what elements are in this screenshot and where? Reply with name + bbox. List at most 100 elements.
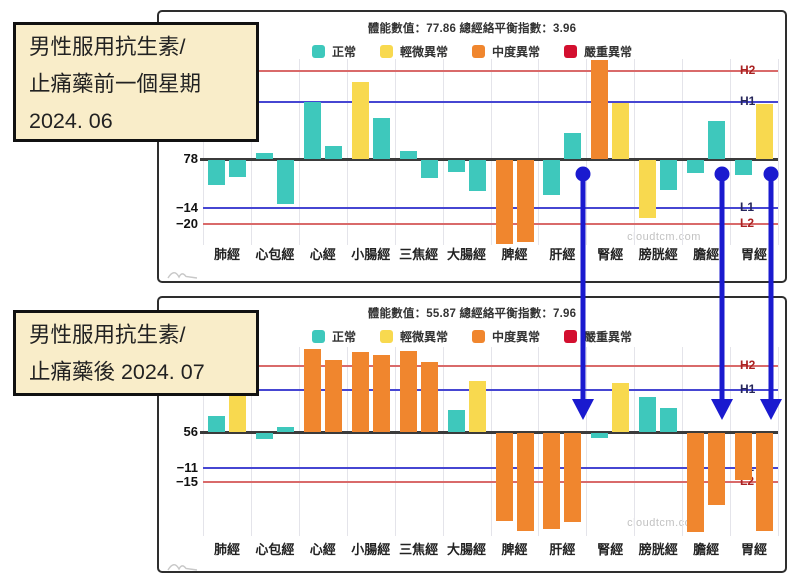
gridline xyxy=(634,59,636,245)
meridian-bar-腎經-2 xyxy=(612,103,630,159)
ref-line-L2 xyxy=(203,481,778,483)
category-label: 膽經 xyxy=(693,542,720,557)
gridline xyxy=(203,347,204,536)
category-label: 心經 xyxy=(309,247,336,262)
watermark: cloudtcm.com xyxy=(627,231,701,243)
category-label: 肺經 xyxy=(213,542,240,557)
meridian-bar-肝經-2 xyxy=(564,133,582,159)
legend-item: 正常 xyxy=(311,328,356,345)
ref-line-label-H2: H2 xyxy=(740,63,756,77)
ytick-label: −20 xyxy=(175,216,198,231)
ytick-label: −15 xyxy=(175,474,198,489)
gridline xyxy=(778,347,779,536)
note-line: 止痛藥後 2024. 07 xyxy=(29,360,205,384)
gridline xyxy=(250,59,252,245)
category-label: 脾經 xyxy=(501,247,528,262)
ref-line-L1 xyxy=(203,207,778,209)
meridian-bar-肝經-1 xyxy=(543,160,561,195)
meridian-bar-肺經-2 xyxy=(229,394,246,432)
ytick-label: 78 xyxy=(183,151,198,166)
category-label: 膀胱經 xyxy=(638,247,678,262)
meridian-bar-心經-2 xyxy=(324,360,342,432)
ref-line-label-L1: L1 xyxy=(740,200,755,214)
baseline xyxy=(200,431,778,434)
wave-icon xyxy=(167,564,198,571)
note-box-after: 男性服用抗生素/ 止痛藥後 2024. 07 xyxy=(13,310,259,396)
meridian-bar-小腸經-2 xyxy=(372,355,390,432)
gridline xyxy=(538,59,540,245)
legend-label: 中度異常 xyxy=(492,330,541,344)
gridline xyxy=(634,347,636,536)
meridian-bar-三焦經-2 xyxy=(420,362,438,432)
category-label: 肝經 xyxy=(549,542,576,557)
meridian-bar-腎經-1 xyxy=(591,60,609,159)
meridian-bar-心包經-2 xyxy=(276,160,294,204)
meridian-bar-膽經-1 xyxy=(687,433,705,532)
category-label: 三焦經 xyxy=(399,542,439,557)
gridline xyxy=(538,347,540,536)
note-line: 男性服用抗生素/ xyxy=(29,35,186,59)
meridian-bar-膽經-2 xyxy=(708,433,726,505)
category-label: 肝經 xyxy=(549,247,576,262)
legend-label: 正常 xyxy=(331,330,356,344)
gridline xyxy=(346,59,348,245)
gridline xyxy=(586,347,588,536)
legend-label: 嚴重異常 xyxy=(584,45,633,59)
chart-legend: 正常 輕微異常 中度異常 嚴重異常 xyxy=(159,43,785,60)
legend-swatch-severe xyxy=(564,45,578,58)
category-label: 胃經 xyxy=(741,247,768,262)
ref-line-label-L2: L2 xyxy=(740,216,755,230)
meridian-bar-心經-2 xyxy=(324,146,342,159)
gridline xyxy=(730,347,732,536)
gridline xyxy=(394,59,396,245)
gridline xyxy=(682,59,684,245)
meridian-bar-胃經-1 xyxy=(735,160,753,175)
category-label: 心包經 xyxy=(255,247,295,262)
meridian-bar-大腸經-2 xyxy=(468,160,486,191)
ytick-label: 56 xyxy=(183,424,198,439)
legend-label: 嚴重異常 xyxy=(584,330,633,344)
category-label: 膀胱經 xyxy=(638,542,678,557)
note-line: 止痛藥前一個星期 xyxy=(29,72,202,96)
meridian-bar-小腸經-2 xyxy=(372,118,390,159)
meridian-bar-三焦經-2 xyxy=(420,160,438,178)
category-label: 腎經 xyxy=(597,542,624,557)
legend-item: 輕微異常 xyxy=(379,328,448,345)
gridline xyxy=(442,347,444,536)
meridian-bar-肝經-2 xyxy=(564,433,582,522)
category-label: 三焦經 xyxy=(399,247,439,262)
meridian-bar-胃經-1 xyxy=(735,433,753,480)
legend-swatch-mild xyxy=(379,330,393,343)
legend-item: 正常 xyxy=(311,43,356,60)
gridline xyxy=(250,347,252,536)
gridline xyxy=(490,347,492,536)
gridline xyxy=(394,347,396,536)
meridian-bar-脾經-1 xyxy=(495,433,513,521)
ref-line-label-H1: H1 xyxy=(740,94,756,108)
category-label: 小腸經 xyxy=(351,247,391,262)
gridline xyxy=(490,59,492,245)
watermark: cloudtcm.com xyxy=(627,517,701,529)
gridline xyxy=(778,59,779,245)
meridian-bar-腎經-1 xyxy=(591,433,609,438)
meridian-bar-膽經-1 xyxy=(687,160,705,173)
legend-item: 嚴重異常 xyxy=(564,43,632,60)
legend-label: 輕微異常 xyxy=(399,330,448,344)
gridline xyxy=(298,59,300,245)
legend-swatch-normal xyxy=(311,45,325,58)
note-box-before: 男性服用抗生素/ 止痛藥前一個星期 2024. 06 xyxy=(13,22,259,142)
meridian-bar-胃經-2 xyxy=(756,433,774,531)
legend-label: 輕微異常 xyxy=(399,45,448,59)
meridian-bar-大腸經-1 xyxy=(447,410,465,432)
meridian-bar-小腸經-1 xyxy=(351,82,369,159)
meridian-bar-心包經-1 xyxy=(255,433,273,439)
category-label: 脾經 xyxy=(501,542,528,557)
legend-swatch-mild xyxy=(379,45,393,58)
meridian-bar-膀胱經-2 xyxy=(660,160,678,190)
meridian-bar-心經-1 xyxy=(303,102,321,159)
category-label: 大腸經 xyxy=(447,247,487,262)
meridian-bar-心經-1 xyxy=(303,349,321,432)
meridian-bar-三焦經-1 xyxy=(399,351,417,432)
meridian-bar-膀胱經-1 xyxy=(639,397,657,432)
